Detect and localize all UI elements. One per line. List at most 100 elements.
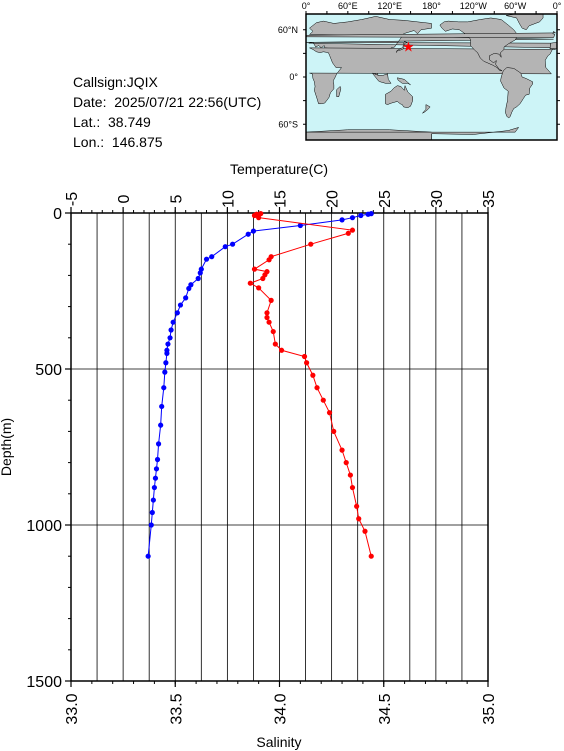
salinity-data-point — [354, 503, 360, 509]
temperature-data-point — [163, 360, 169, 366]
temperature-data-point — [168, 327, 174, 333]
salinity-data-point — [278, 347, 285, 353]
temperature-data-point — [151, 484, 157, 491]
salinity-data-point — [349, 484, 356, 491]
salinity-data-point — [270, 328, 276, 335]
temperature-profile-line — [147, 213, 372, 557]
new-zealand-landmass — [422, 104, 431, 114]
salinity-tick-label: 35.0 — [481, 693, 498, 724]
temperature-tick-label: 35 — [481, 190, 498, 208]
temperature-data-point — [158, 422, 164, 428]
temperature-tick-label: 5 — [168, 194, 185, 203]
depth-tick-label: 1500 — [26, 674, 62, 691]
salinity-tick-label: 33.0 — [64, 693, 81, 724]
temperature-data-point — [150, 497, 156, 503]
temperature-data-point — [161, 385, 167, 391]
temperature-data-point — [297, 222, 303, 229]
temperature-data-point — [162, 369, 168, 375]
south-america-landmass — [500, 67, 533, 119]
salinity-data-point — [331, 428, 337, 434]
chart-series — [145, 211, 374, 559]
temperature-data-point — [165, 341, 171, 347]
temperature-data-point — [197, 270, 203, 276]
map-longitude-label: 120°E — [377, 1, 402, 11]
temperature-data-point — [195, 275, 201, 282]
north-america-landmass — [439, 17, 519, 71]
salinity-data-point — [368, 553, 374, 559]
temperature-data-point — [250, 228, 257, 234]
temperature-data-point — [145, 553, 151, 559]
salinity-data-point — [266, 257, 272, 263]
salinity-data-point — [256, 215, 262, 221]
salinity-data-point — [320, 397, 326, 403]
temperature-data-point — [154, 456, 161, 463]
salinity-data-point — [310, 372, 316, 378]
salinity-data-point — [345, 230, 351, 236]
salinity-data-point — [362, 528, 368, 534]
salinity-data-point — [314, 385, 320, 391]
salinity-data-point — [264, 310, 270, 316]
salinity-data-point — [301, 353, 308, 360]
chart-grid — [70, 212, 489, 682]
temperature-data-point — [229, 241, 236, 247]
station-marker-icon: ★ — [402, 39, 415, 55]
temperature-tick-label: 15 — [273, 190, 290, 208]
temperature-tick-label: 25 — [377, 190, 394, 208]
salinity-data-point — [251, 266, 258, 272]
map-longitude-label: 60°W — [504, 1, 527, 11]
temperature-data-point — [148, 522, 154, 528]
salinity-data-point — [260, 275, 266, 282]
map-longitude-label: 60°E — [338, 1, 358, 11]
temperature-data-point — [153, 466, 160, 472]
world-map-layer: 0° 60°E 120°E 180° 120°W 60°W 0° 60°N 0° 60°S ★ — [278, 1, 562, 141]
depth-tick-label: 500 — [35, 362, 62, 379]
map-latitude-label: 60°N — [278, 25, 298, 35]
temperature-data-point — [159, 403, 165, 410]
madagascar-landmass — [336, 85, 342, 97]
salinity-data-point — [326, 410, 333, 416]
salinity-data-point — [356, 516, 362, 522]
salinity-data-point — [247, 280, 253, 286]
salinity-data-point — [264, 314, 270, 321]
date-text: Date: 2025/07/21 22:56(UTC) — [73, 94, 262, 110]
temperature-tick-label: -5 — [64, 192, 81, 206]
salinity-tick-label: 33.5 — [168, 693, 185, 724]
temperature-data-point — [203, 256, 210, 262]
station-info: Callsign:JQIX Date: 2025/07/21 22:56(UTC… — [73, 72, 261, 152]
new-guinea-landmass — [396, 77, 411, 86]
salinity-data-point — [349, 227, 356, 233]
temperature-data-point — [358, 212, 364, 219]
indonesia-landmass — [371, 72, 392, 84]
temperature-data-point — [167, 335, 173, 341]
map-latitude-label: 60°S — [278, 119, 298, 129]
temperature-tick-label: 10 — [220, 190, 237, 208]
salinity-tick-label: 34.5 — [377, 693, 394, 724]
map-longitude-label: 0° — [302, 1, 311, 11]
salinity-data-point — [266, 319, 272, 325]
temperature-data-point — [365, 211, 371, 217]
salinity-data-point — [347, 472, 353, 478]
temperature-data-point — [170, 319, 176, 325]
temperature-data-point — [164, 350, 170, 356]
temperature-tick-label: 20 — [325, 190, 342, 208]
map-longitude-label: 120°W — [460, 1, 488, 11]
map-longitude-label: 0° — [553, 1, 562, 11]
salinity-data-point — [272, 341, 278, 347]
salinity-data-point — [251, 212, 258, 219]
temperature-data-point — [222, 244, 228, 250]
temperature-data-point — [149, 509, 155, 516]
africa-landmass — [309, 47, 556, 105]
salinity-data-point — [256, 285, 262, 291]
temperature-data-point — [186, 285, 192, 292]
temperature-data-point — [152, 475, 159, 481]
salinity-data-point — [343, 460, 349, 466]
callsign-text: Callsign:JQIX — [73, 74, 158, 90]
salinity-data-point — [268, 297, 274, 303]
depth-axis-title: Depth(m) — [0, 418, 14, 476]
salinity-data-point — [304, 360, 310, 366]
map-latitude-label: 0° — [289, 72, 298, 82]
temperature-data-point — [174, 310, 180, 316]
temperature-data-point — [177, 302, 184, 308]
